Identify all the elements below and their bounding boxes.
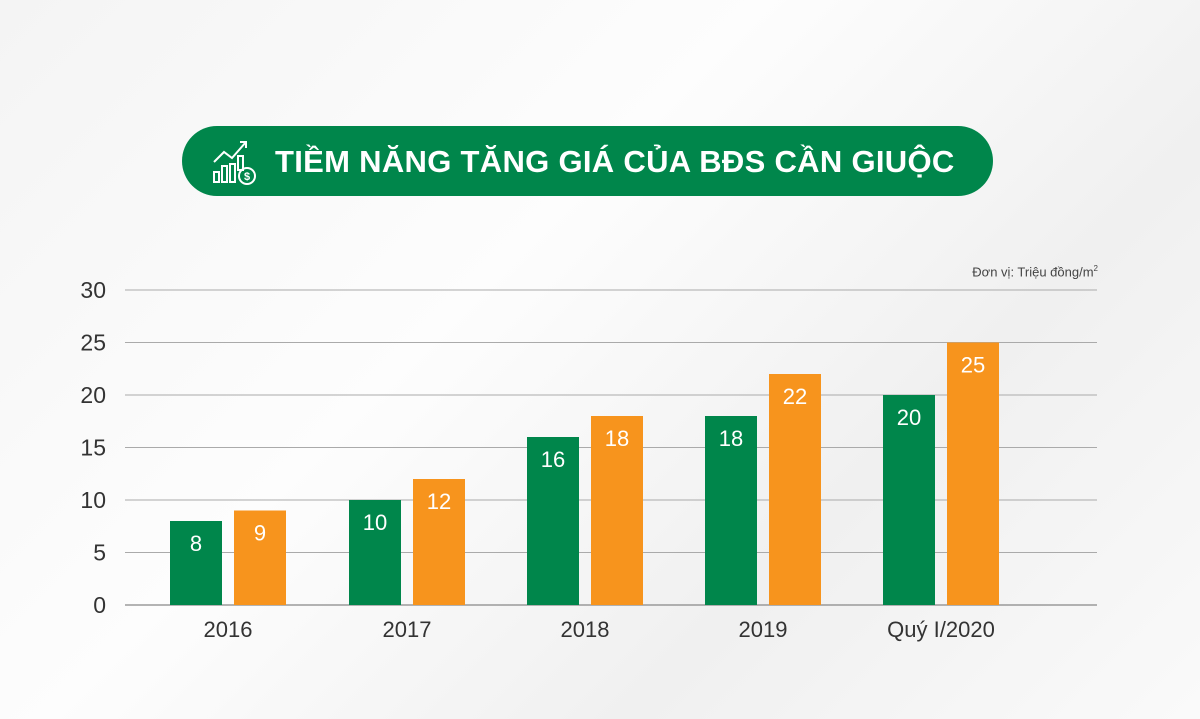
bar-series-orange [234,510,286,605]
data-label: 18 [719,426,743,451]
x-tick-label: 2016 [204,617,253,642]
bar-series-orange [591,416,643,605]
bar-series-green [349,500,401,605]
x-tick-label: 2018 [561,617,610,642]
data-label: 20 [897,405,921,430]
data-label: 8 [190,531,202,556]
data-label: 25 [961,353,985,378]
x-tick-label: Quý I/2020 [887,617,995,642]
bar-series-green [705,416,757,605]
bar-series-green [527,437,579,605]
data-label: 16 [541,447,565,472]
data-label: 10 [363,510,387,535]
data-label: 22 [783,384,807,409]
unit-text: Đơn vị: Triệu đồng/m [972,264,1094,280]
unit-label: Đơn vị: Triệu đồng/m2 [972,264,1098,279]
bar-series-green [883,395,935,605]
title-banner: $ TIỀM NĂNG TĂNG GIÁ CỦA BĐS CẦN GIUỘC [182,126,993,196]
unit-superscript: 2 [1093,264,1098,273]
bar-series-orange [413,479,465,605]
data-label: 12 [427,489,451,514]
data-label: 18 [605,426,629,451]
svg-text:$: $ [244,171,250,183]
y-tick-label: 30 [80,277,106,303]
x-tick-label: 2017 [383,617,432,642]
y-tick-label: 25 [80,330,106,356]
chart-title: TIỀM NĂNG TĂNG GIÁ CỦA BĐS CẦN GIUỘC [275,144,955,179]
bar-series-orange [947,342,999,605]
bar-series-orange [769,374,821,605]
bar-series-green [170,521,222,605]
growth-chart-dollar-icon: $ [213,141,256,185]
y-tick-label: 20 [80,382,106,408]
data-label: 9 [254,521,266,546]
y-tick-label: 15 [80,435,106,461]
y-tick-label: 10 [80,487,106,513]
y-tick-label: 0 [93,592,106,618]
y-tick-label: 5 [93,540,106,566]
x-tick-label: 2019 [739,617,788,642]
